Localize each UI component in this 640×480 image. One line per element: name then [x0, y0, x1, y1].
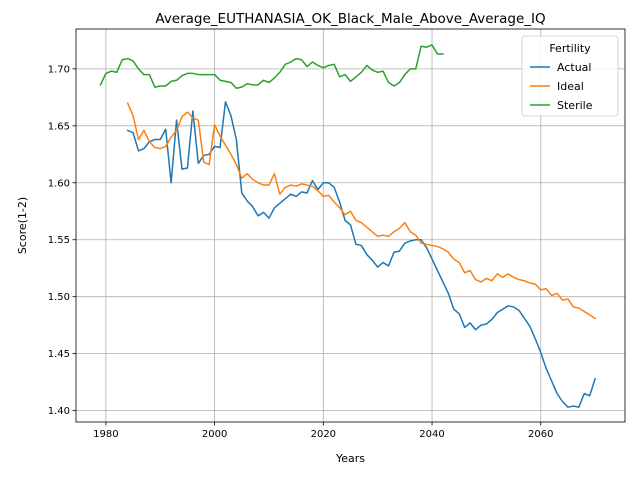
- grid-lines: [76, 29, 625, 422]
- legend-title: Fertility: [549, 42, 591, 55]
- legend-label-ideal: Ideal: [557, 80, 584, 93]
- series-layer: [99, 44, 597, 408]
- legend-entries: Actual Ideal Sterile: [530, 61, 593, 112]
- legend: Fertility Actual Ideal Sterile: [521, 35, 619, 117]
- x-axis-ticks: 1980 2000 2020 2040 2060: [93, 422, 553, 440]
- legend-label-sterile: Sterile: [557, 99, 593, 112]
- x-tick-label: 2020: [311, 429, 336, 440]
- legend-label-actual: Actual: [557, 61, 591, 74]
- y-tick-label: 1.40: [48, 406, 70, 417]
- y-tick-label: 1.55: [48, 235, 70, 246]
- x-tick-label: 2000: [202, 429, 227, 440]
- y-tick-label: 1.65: [48, 121, 70, 132]
- plot-frame: [75, 28, 626, 423]
- x-axis-label: Years: [335, 452, 365, 465]
- series-line-sterile: [99, 44, 444, 89]
- chart-title: Average_EUTHANASIA_OK_Black_Male_Above_A…: [155, 11, 545, 27]
- series-line-actual: [126, 101, 597, 408]
- y-tick-label: 1.70: [48, 64, 70, 75]
- series-line-ideal: [126, 102, 597, 320]
- y-tick-label: 1.50: [48, 292, 70, 303]
- legend-box: [521, 35, 619, 117]
- x-tick-label: 2040: [419, 429, 444, 440]
- x-tick-label: 2060: [528, 429, 553, 440]
- y-axis-ticks: 1.40 1.45 1.50 1.55 1.60 1.65 1.70: [48, 64, 76, 417]
- y-tick-label: 1.60: [48, 178, 70, 189]
- x-tick-label: 1980: [93, 429, 118, 440]
- y-tick-label: 1.45: [48, 349, 70, 360]
- y-axis-label: Score(1-2): [16, 197, 29, 254]
